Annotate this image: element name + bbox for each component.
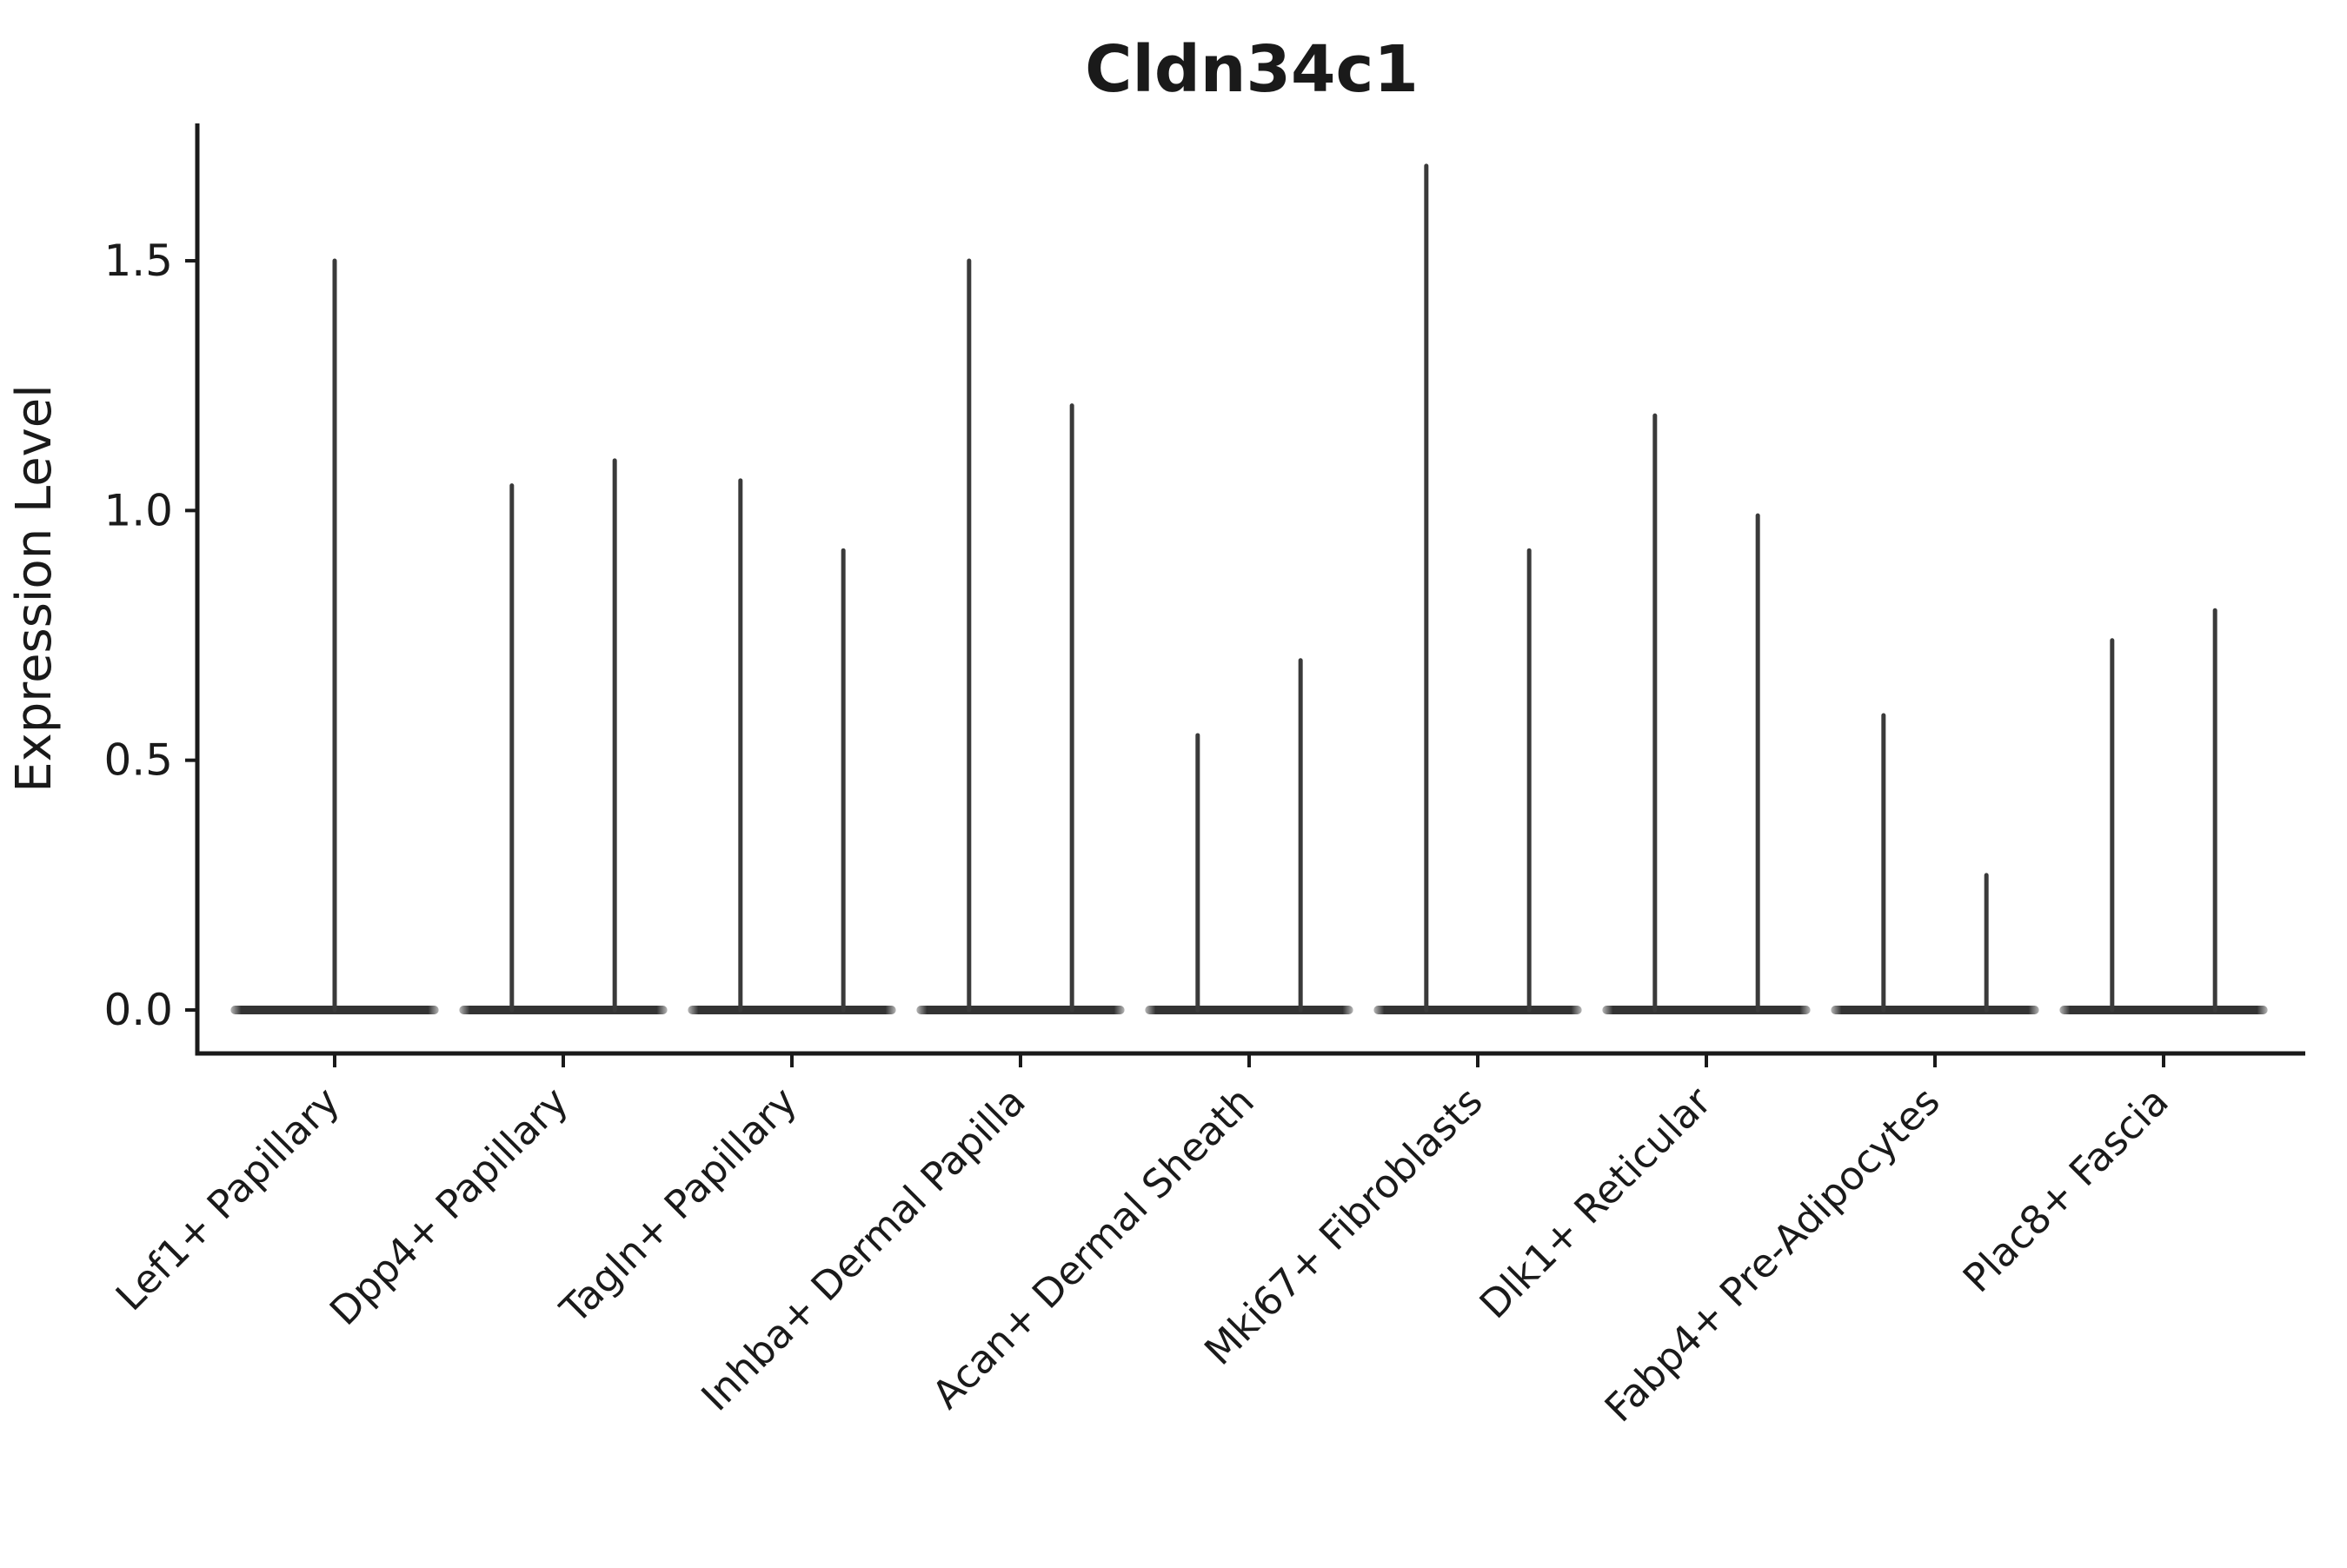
y-tick-label: 0.5 xyxy=(103,735,173,786)
violin-8 xyxy=(1831,713,2039,1015)
violin-2 xyxy=(459,458,668,1015)
x-tick-label: Dlk1+ Reticular xyxy=(1471,1078,1720,1327)
violin-base xyxy=(1602,1006,1811,1015)
chart-title: Cldn34c1 xyxy=(1085,32,1419,107)
violin-base xyxy=(459,1006,668,1015)
violin-3 xyxy=(688,478,896,1015)
violin-base xyxy=(1145,1006,1353,1015)
violin-base xyxy=(2059,1006,2268,1015)
x-tick-label: Dpp4+ Papillary xyxy=(321,1078,577,1334)
violin-base xyxy=(1831,1006,2039,1015)
violins-layer xyxy=(230,163,2268,1015)
y-tick-label: 1.0 xyxy=(103,485,173,535)
violin-9 xyxy=(2059,608,2268,1015)
axes-layer xyxy=(185,123,2305,1067)
violin-base xyxy=(1373,1006,1582,1015)
y-axis-label: Expression Level xyxy=(6,384,63,793)
violin-4 xyxy=(916,258,1125,1015)
y-tick-label: 1.5 xyxy=(103,236,173,286)
violin-base xyxy=(688,1006,896,1015)
violin-base xyxy=(916,1006,1125,1015)
y-tick-label: 0.0 xyxy=(103,985,173,1035)
violin-5 xyxy=(1145,658,1353,1015)
x-tick-label: Plac8+ Fascia xyxy=(1954,1078,2177,1301)
violin-1 xyxy=(230,258,439,1015)
x-tick-label: Lef1+ Papillary xyxy=(107,1078,349,1319)
violin-6 xyxy=(1373,163,1582,1015)
x-tick-label: Tagln+ Papillary xyxy=(551,1078,806,1332)
violin-7 xyxy=(1602,413,1811,1015)
